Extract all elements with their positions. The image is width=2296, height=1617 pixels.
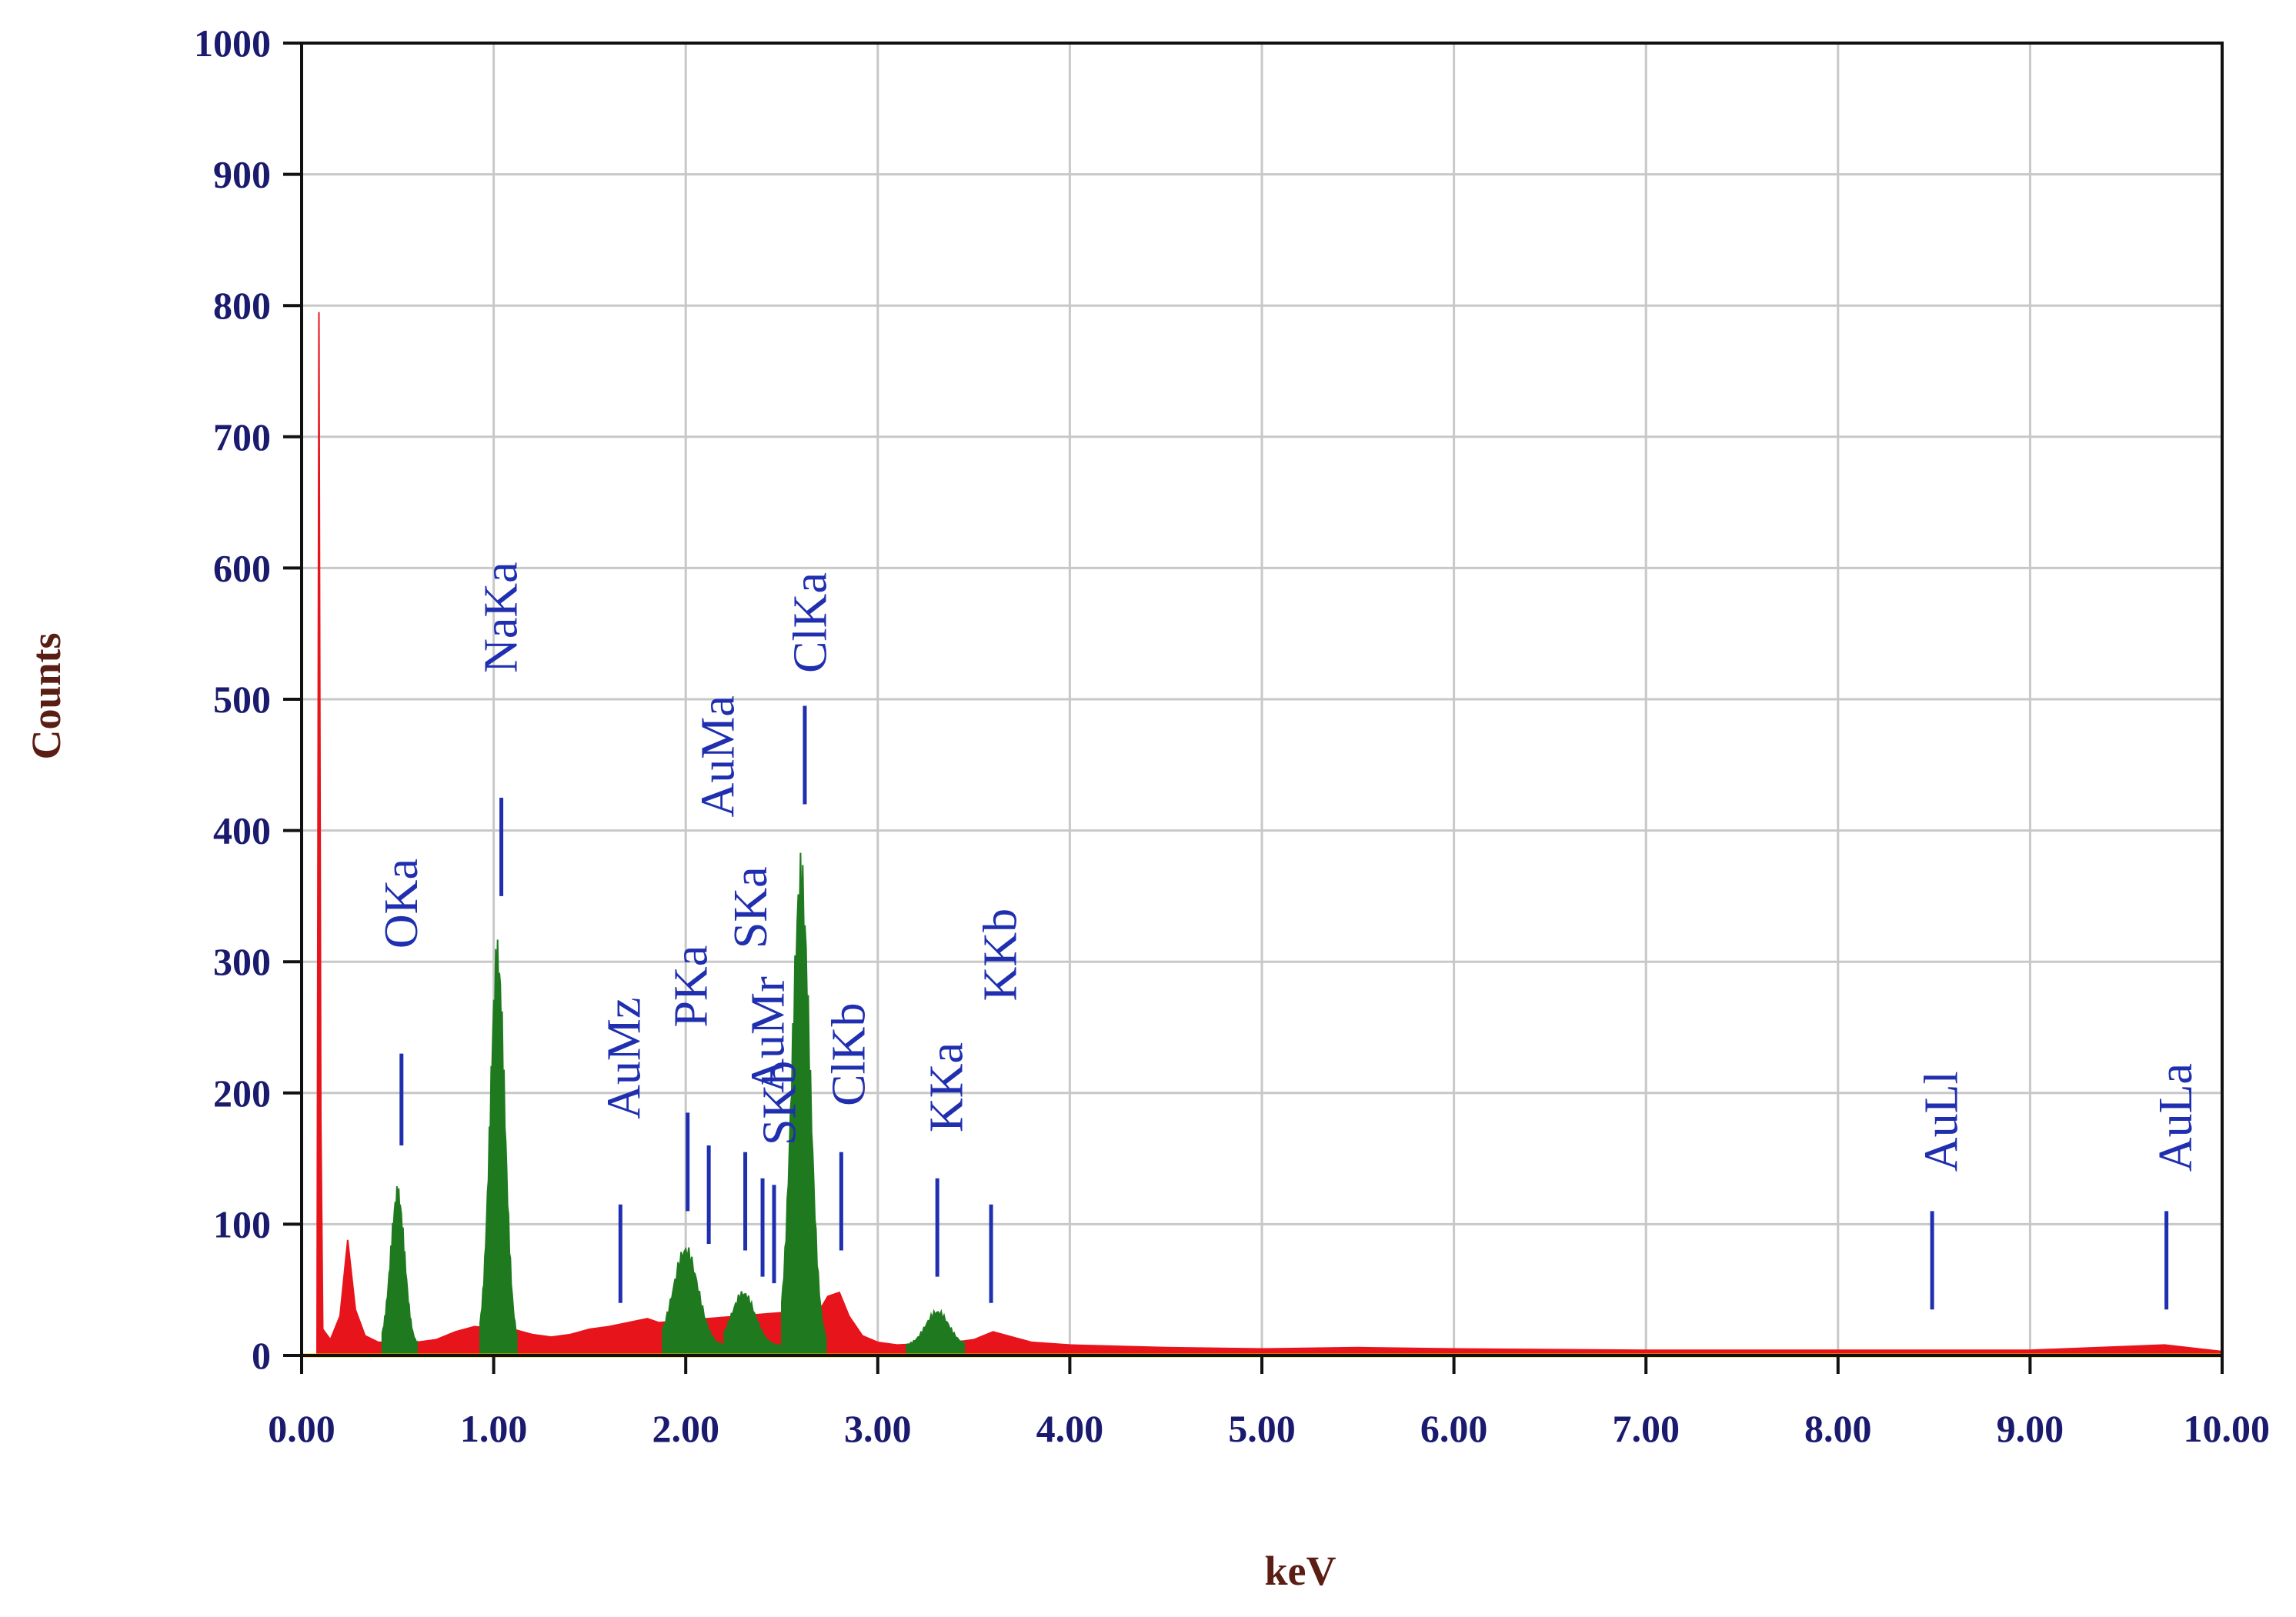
element-label-aumr: AuMr [743,976,795,1093]
peak-fill [662,1246,726,1356]
x-axis-title: keV [1265,1548,1337,1594]
x-tick-label: 6.00 [1420,1407,1488,1450]
y-tick-label: 1000 [194,22,271,65]
element-label-ska: SKa [725,866,777,949]
x-tick-label: 4.00 [1036,1407,1104,1450]
peak-fill [479,939,518,1356]
element-markers [399,705,2169,1310]
y-tick-label: 500 [213,678,271,721]
element-label-kkb: KKb [975,909,1027,1002]
grid [302,43,2222,1355]
y-tick-label: 800 [213,284,271,327]
element-label-clkb: ClKb [823,1003,875,1106]
y-tick-label: 300 [213,940,271,983]
element-label-naka: NaKa [476,562,528,673]
element-label-aula: AuLa [2150,1063,2202,1172]
x-tick-label: 3.00 [844,1407,912,1450]
x-tick-label: 7.00 [1612,1407,1680,1450]
y-tick-label: 200 [213,1072,271,1115]
x-tick-label: 0.00 [268,1407,335,1450]
peak-fill [381,1186,418,1356]
y-tick-label: 900 [213,153,271,196]
element-label-kka: KKa [921,1042,973,1132]
element-label-auma: AuMa [692,695,745,817]
element-label-oka: OKa [375,859,428,949]
y-tick-label: 100 [213,1202,271,1245]
y-tick-label: 0 [252,1334,271,1377]
x-tick-label: 8.00 [1804,1407,1872,1450]
x-tick-labels: 0.00 1.00 2.00 3.00 4.00 5.00 6.00 7.00 8.00 9.00… [268,1407,2270,1450]
element-label-skb: SKb [754,1061,806,1145]
y-tick-label: 400 [213,809,271,852]
y-axis-title: Counts [23,632,69,759]
y-tick-label: 700 [213,415,271,458]
x-tick-label: 10.00 [2184,1407,2271,1450]
y-tick-label: 600 [213,546,271,589]
x-tick-label: 9.00 [1997,1407,2064,1450]
element-label-aull: AuLl [1916,1071,1968,1172]
x-tick-label: 5.00 [1228,1407,1296,1450]
peak-fill [781,852,827,1356]
element-label-aumz: AuMz [598,997,650,1119]
element-label-clka: ClKa [784,572,836,673]
element-label-pka: PKa [666,945,718,1028]
spectrum-curve [316,312,2223,1356]
peak-fill [906,1309,966,1356]
x-tick-label: 2.00 [652,1407,719,1450]
peak-fills [381,852,966,1356]
y-tick-labels: 0 100 200 300 400 500 600 700 800 900 1000 [194,22,271,1377]
spectrum-area [316,312,2223,1356]
plot-frame [283,42,2224,1374]
peak-fill [723,1291,783,1356]
x-tick-label: 1.00 [460,1407,528,1450]
